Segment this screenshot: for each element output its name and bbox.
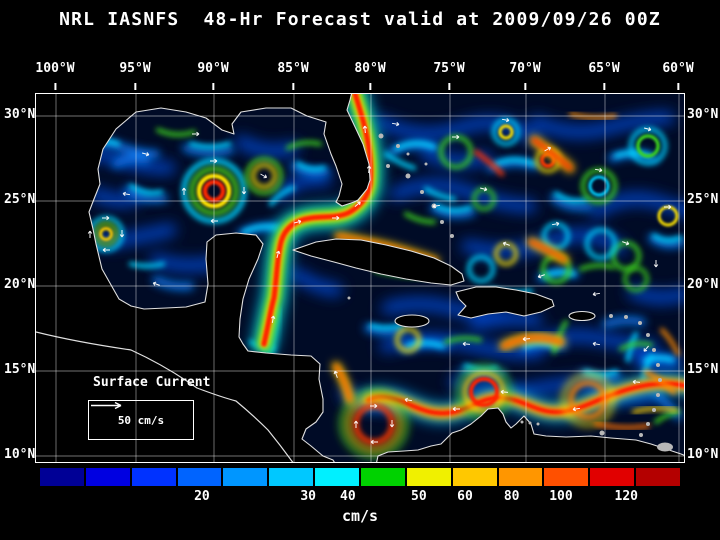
map-area: Surface Current 50 cm/s xyxy=(35,93,685,463)
colorbar-tick-label: 40 xyxy=(340,489,356,504)
plot-title: NRL IASNFS 48-Hr Forecast valid at 2009/… xyxy=(59,9,661,30)
lat-label-left-25n: 25°N xyxy=(4,192,36,207)
colorbar-segment xyxy=(131,468,176,486)
south-america xyxy=(376,407,684,462)
colorbar-segment xyxy=(406,468,451,486)
graticule xyxy=(36,94,684,462)
surface-current-label: Surface Current xyxy=(93,375,211,390)
scale-arrow-icon xyxy=(91,401,122,410)
lon-label-85w: 85°W xyxy=(277,61,309,76)
current-scale-box: 50 cm/s xyxy=(88,400,194,440)
lon-label-80w: 80°W xyxy=(354,61,386,76)
colorbar-segment xyxy=(544,468,589,486)
hispaniola xyxy=(455,286,555,319)
colorbar-unit-label: cm/s xyxy=(341,507,379,525)
north-central-america xyxy=(36,94,371,462)
lat-label-left-15n: 15°N xyxy=(4,362,36,377)
colorbar-tick-label: 20 xyxy=(194,489,210,504)
colorbar-segment xyxy=(590,468,635,486)
colorbar-tick-label: 60 xyxy=(457,489,473,504)
lon-label-65w: 65°W xyxy=(588,61,620,76)
lat-label-right-30n: 30°N xyxy=(687,107,719,122)
cuba xyxy=(292,238,465,286)
colorbar-tick-label: 100 xyxy=(549,489,573,504)
colorbar-segment xyxy=(177,468,222,486)
colorbar-segment xyxy=(40,468,84,486)
colorbar-tick-label: 120 xyxy=(614,489,638,504)
colorbar xyxy=(40,468,681,486)
colorbar-segment xyxy=(361,468,405,486)
colorbar-ticks: 20 30 40 50 60 80 100 120 xyxy=(40,489,680,505)
colorbar-segment xyxy=(223,468,268,486)
lon-label-100w: 100°W xyxy=(35,61,75,76)
colorbar-segment xyxy=(452,468,497,486)
colorbar-segment xyxy=(269,468,314,486)
colorbar-tick-label: 50 xyxy=(411,489,427,504)
lon-label-95w: 95°W xyxy=(119,61,151,76)
colorbar-segment xyxy=(636,468,681,486)
colorbar-tick-label: 80 xyxy=(503,489,520,504)
colorbar-segment xyxy=(498,468,543,486)
scale-value-label: 50 cm/s xyxy=(117,413,165,427)
lon-label-60w: 60°W xyxy=(662,61,694,76)
colorbar-segment xyxy=(85,468,130,486)
surface-current-map xyxy=(36,94,684,462)
colorbar-segment xyxy=(315,468,360,486)
lon-label-70w: 70°W xyxy=(509,61,541,76)
lon-label-90w: 90°W xyxy=(197,61,229,76)
puerto-rico xyxy=(568,310,596,322)
lat-label-right-10n: 10°N xyxy=(687,447,719,462)
lat-label-left-30n: 30°N xyxy=(4,107,36,122)
small-islands xyxy=(347,133,673,452)
lat-label-left-10n: 10°N xyxy=(4,447,36,462)
lat-label-left-20n: 20°N xyxy=(4,277,36,292)
colorbar-tick-label: 30 xyxy=(300,489,316,504)
lat-label-right-20n: 20°N xyxy=(687,277,719,292)
lat-label-right-15n: 15°N xyxy=(687,362,719,377)
lon-label-75w: 75°W xyxy=(433,61,465,76)
pacific-coastline xyxy=(36,331,294,462)
jamaica xyxy=(394,314,430,328)
lat-label-right-25n: 25°N xyxy=(687,192,719,207)
land-masses xyxy=(36,94,684,462)
